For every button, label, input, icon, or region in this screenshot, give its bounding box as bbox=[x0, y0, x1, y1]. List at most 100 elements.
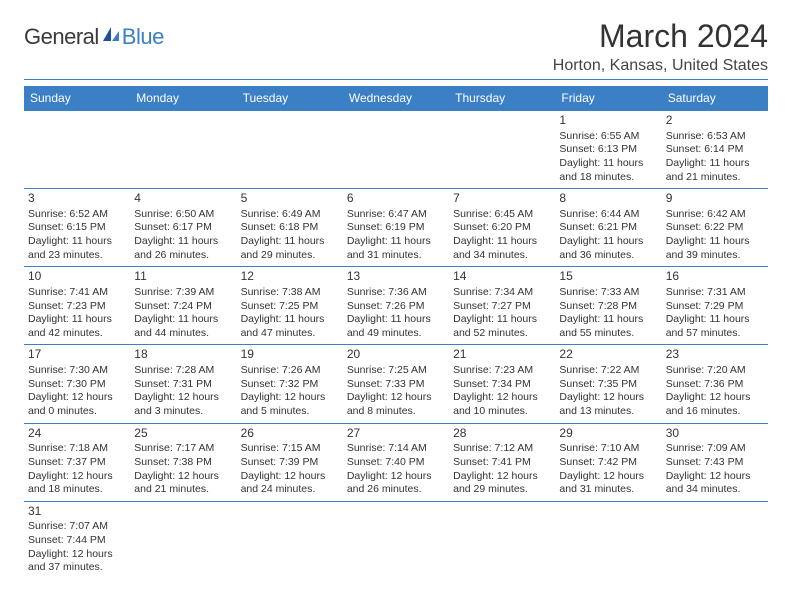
calendar-cell bbox=[449, 111, 555, 189]
sunrise-text: Sunrise: 7:20 AM bbox=[666, 364, 764, 378]
daylight2-text: and 42 minutes. bbox=[28, 327, 126, 341]
location: Horton, Kansas, United States bbox=[553, 57, 768, 75]
day-number: 19 bbox=[241, 347, 339, 363]
day-number: 16 bbox=[666, 269, 764, 285]
sunrise-text: Sunrise: 6:45 AM bbox=[453, 208, 551, 222]
day-number: 2 bbox=[666, 113, 764, 129]
sunrise-text: Sunrise: 7:38 AM bbox=[241, 286, 339, 300]
sunset-text: Sunset: 7:25 PM bbox=[241, 300, 339, 314]
daylight1-text: Daylight: 12 hours bbox=[347, 470, 445, 484]
calendar-cell: 4Sunrise: 6:50 AMSunset: 6:17 PMDaylight… bbox=[130, 189, 236, 267]
sunset-text: Sunset: 6:18 PM bbox=[241, 221, 339, 235]
day-number: 9 bbox=[666, 191, 764, 207]
calendar-cell: 1Sunrise: 6:55 AMSunset: 6:13 PMDaylight… bbox=[555, 111, 661, 189]
daylight2-text: and 18 minutes. bbox=[559, 171, 657, 185]
day-number: 8 bbox=[559, 191, 657, 207]
daylight2-text: and 31 minutes. bbox=[559, 483, 657, 497]
daylight2-text: and 52 minutes. bbox=[453, 327, 551, 341]
daylight2-text: and 29 minutes. bbox=[241, 249, 339, 263]
day-number: 28 bbox=[453, 426, 551, 442]
header: General Blue March 2024 Horton, Kansas, … bbox=[24, 18, 768, 75]
sunrise-text: Sunrise: 7:33 AM bbox=[559, 286, 657, 300]
day-number: 15 bbox=[559, 269, 657, 285]
calendar-cell: 28Sunrise: 7:12 AMSunset: 7:41 PMDayligh… bbox=[449, 423, 555, 501]
calendar-cell bbox=[662, 501, 768, 579]
daylight2-text: and 44 minutes. bbox=[134, 327, 232, 341]
daylight1-text: Daylight: 12 hours bbox=[559, 470, 657, 484]
sunrise-text: Sunrise: 6:47 AM bbox=[347, 208, 445, 222]
sunset-text: Sunset: 6:14 PM bbox=[666, 143, 764, 157]
calendar-cell: 12Sunrise: 7:38 AMSunset: 7:25 PMDayligh… bbox=[237, 267, 343, 345]
day-number: 20 bbox=[347, 347, 445, 363]
daylight1-text: Daylight: 12 hours bbox=[453, 391, 551, 405]
logo: General Blue bbox=[24, 24, 164, 50]
sunrise-text: Sunrise: 7:23 AM bbox=[453, 364, 551, 378]
calendar-cell: 25Sunrise: 7:17 AMSunset: 7:38 PMDayligh… bbox=[130, 423, 236, 501]
daylight2-text: and 49 minutes. bbox=[347, 327, 445, 341]
daylight2-text: and 34 minutes. bbox=[666, 483, 764, 497]
daylight1-text: Daylight: 11 hours bbox=[453, 235, 551, 249]
daylight1-text: Daylight: 12 hours bbox=[347, 391, 445, 405]
day-number: 13 bbox=[347, 269, 445, 285]
calendar-cell: 21Sunrise: 7:23 AMSunset: 7:34 PMDayligh… bbox=[449, 345, 555, 423]
day-number: 17 bbox=[28, 347, 126, 363]
calendar-cell: 11Sunrise: 7:39 AMSunset: 7:24 PMDayligh… bbox=[130, 267, 236, 345]
calendar-cell: 16Sunrise: 7:31 AMSunset: 7:29 PMDayligh… bbox=[662, 267, 768, 345]
day-number: 31 bbox=[28, 504, 126, 520]
calendar-row: 24Sunrise: 7:18 AMSunset: 7:37 PMDayligh… bbox=[24, 423, 768, 501]
sunset-text: Sunset: 7:36 PM bbox=[666, 378, 764, 392]
day-number: 22 bbox=[559, 347, 657, 363]
day-number: 3 bbox=[28, 191, 126, 207]
sunrise-text: Sunrise: 7:07 AM bbox=[28, 520, 126, 534]
daylight2-text: and 26 minutes. bbox=[134, 249, 232, 263]
sunset-text: Sunset: 7:32 PM bbox=[241, 378, 339, 392]
calendar-cell bbox=[237, 111, 343, 189]
sunrise-text: Sunrise: 7:15 AM bbox=[241, 442, 339, 456]
daylight2-text: and 47 minutes. bbox=[241, 327, 339, 341]
day-number: 24 bbox=[28, 426, 126, 442]
daylight2-text: and 13 minutes. bbox=[559, 405, 657, 419]
sunset-text: Sunset: 7:23 PM bbox=[28, 300, 126, 314]
daylight1-text: Daylight: 11 hours bbox=[666, 157, 764, 171]
calendar-cell bbox=[449, 501, 555, 579]
calendar-row: 31Sunrise: 7:07 AMSunset: 7:44 PMDayligh… bbox=[24, 501, 768, 579]
sunset-text: Sunset: 7:31 PM bbox=[134, 378, 232, 392]
day-number: 18 bbox=[134, 347, 232, 363]
daylight1-text: Daylight: 12 hours bbox=[134, 391, 232, 405]
weekday-header: Wednesday bbox=[343, 86, 449, 111]
daylight2-text: and 39 minutes. bbox=[666, 249, 764, 263]
calendar-row: 10Sunrise: 7:41 AMSunset: 7:23 PMDayligh… bbox=[24, 267, 768, 345]
sunset-text: Sunset: 7:41 PM bbox=[453, 456, 551, 470]
calendar-cell bbox=[130, 111, 236, 189]
day-number: 5 bbox=[241, 191, 339, 207]
sunrise-text: Sunrise: 7:14 AM bbox=[347, 442, 445, 456]
sunrise-text: Sunrise: 7:09 AM bbox=[666, 442, 764, 456]
sunrise-text: Sunrise: 7:12 AM bbox=[453, 442, 551, 456]
daylight1-text: Daylight: 12 hours bbox=[134, 470, 232, 484]
sunset-text: Sunset: 7:42 PM bbox=[559, 456, 657, 470]
calendar-cell: 14Sunrise: 7:34 AMSunset: 7:27 PMDayligh… bbox=[449, 267, 555, 345]
day-number: 21 bbox=[453, 347, 551, 363]
daylight1-text: Daylight: 11 hours bbox=[666, 313, 764, 327]
calendar-cell: 2Sunrise: 6:53 AMSunset: 6:14 PMDaylight… bbox=[662, 111, 768, 189]
daylight2-text: and 26 minutes. bbox=[347, 483, 445, 497]
day-number: 11 bbox=[134, 269, 232, 285]
daylight2-text: and 0 minutes. bbox=[28, 405, 126, 419]
sunrise-text: Sunrise: 7:36 AM bbox=[347, 286, 445, 300]
weekday-header: Saturday bbox=[662, 86, 768, 111]
daylight1-text: Daylight: 12 hours bbox=[241, 391, 339, 405]
sunrise-text: Sunrise: 7:17 AM bbox=[134, 442, 232, 456]
sunset-text: Sunset: 7:27 PM bbox=[453, 300, 551, 314]
weekday-header: Tuesday bbox=[237, 86, 343, 111]
calendar-cell: 15Sunrise: 7:33 AMSunset: 7:28 PMDayligh… bbox=[555, 267, 661, 345]
daylight2-text: and 21 minutes. bbox=[134, 483, 232, 497]
sunrise-text: Sunrise: 7:34 AM bbox=[453, 286, 551, 300]
daylight2-text: and 55 minutes. bbox=[559, 327, 657, 341]
sunset-text: Sunset: 7:33 PM bbox=[347, 378, 445, 392]
daylight2-text: and 18 minutes. bbox=[28, 483, 126, 497]
sunrise-text: Sunrise: 6:53 AM bbox=[666, 130, 764, 144]
calendar-cell: 22Sunrise: 7:22 AMSunset: 7:35 PMDayligh… bbox=[555, 345, 661, 423]
calendar-cell: 23Sunrise: 7:20 AMSunset: 7:36 PMDayligh… bbox=[662, 345, 768, 423]
calendar-page: General Blue March 2024 Horton, Kansas, … bbox=[0, 0, 792, 579]
daylight1-text: Daylight: 11 hours bbox=[134, 313, 232, 327]
